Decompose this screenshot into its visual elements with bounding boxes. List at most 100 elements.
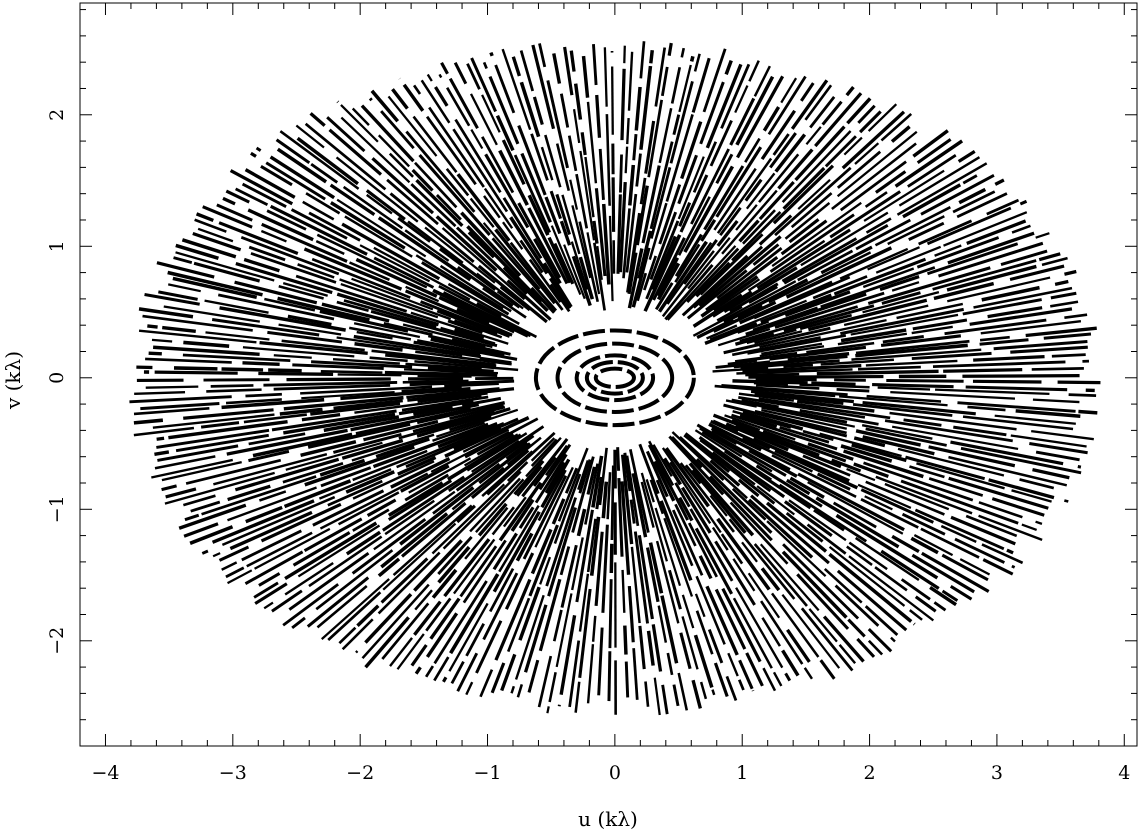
uv-track-segment — [950, 440, 1064, 466]
uv-track-segment — [659, 500, 693, 581]
uv-track-segment — [782, 166, 826, 210]
uv-track-segment — [890, 125, 911, 143]
uv-track-segment — [692, 280, 797, 337]
uv-track-segment — [760, 600, 804, 665]
uv-track-segment — [416, 400, 506, 425]
uv-track-segment — [647, 444, 689, 521]
uv-track-segment — [430, 337, 505, 357]
uv-track-segment — [506, 279, 552, 321]
uv-track-segment — [206, 388, 262, 393]
uv-track-segment — [413, 600, 442, 636]
uv-track-segment — [482, 287, 527, 319]
uv-track-segment — [466, 225, 543, 304]
uv-track-segment — [920, 174, 995, 216]
uv-track-segment — [403, 368, 498, 375]
uv-track-segment — [908, 221, 945, 242]
uv-track-segment — [969, 307, 1073, 326]
uv-track-segment — [352, 508, 390, 532]
uv-track-segment — [742, 209, 776, 245]
uv-track-segment — [246, 531, 313, 568]
uv-track-segment — [865, 359, 958, 367]
uv-track-segment — [884, 482, 950, 511]
uv-track-segment — [960, 446, 1082, 475]
y-tick-label: 0 — [46, 372, 68, 384]
uv-track-segment — [402, 379, 469, 384]
uv-track-segment — [620, 68, 626, 141]
uv-track-segment — [441, 227, 526, 301]
uv-track-segment — [521, 438, 569, 498]
uv-track-segment — [721, 587, 762, 663]
uv-track-segment — [534, 466, 574, 548]
uv-track-segment — [741, 437, 813, 473]
uv-track-segment — [247, 208, 314, 242]
uv-track-segment — [653, 460, 676, 502]
x-tick-label: −2 — [346, 762, 374, 784]
uv-track-segment — [571, 205, 592, 279]
uv-track-segment — [506, 436, 542, 466]
uv-track-segment — [862, 267, 915, 289]
uv-track-segment — [993, 340, 1088, 351]
uv-track-segment — [966, 219, 1027, 246]
uv-track-segment — [728, 518, 796, 600]
uv-track-segment — [255, 146, 262, 152]
uv-track-segment — [889, 411, 1017, 431]
uv-track-segment — [1050, 291, 1077, 300]
uv-track-segment — [506, 461, 529, 482]
uv-track-segment — [1010, 345, 1088, 354]
uv-track-segment — [451, 466, 505, 511]
uv-track-segment — [412, 405, 506, 433]
uv-track-segment — [308, 211, 361, 242]
uv-track-segment — [783, 223, 889, 285]
uv-track-segment — [714, 540, 756, 606]
uv-track-segment — [584, 463, 599, 525]
uv-track-segment — [340, 104, 379, 143]
uv-track-segment — [874, 206, 951, 247]
uv-track-segment — [921, 551, 990, 593]
uv-track-segment — [517, 202, 562, 279]
uv-track-segment — [857, 483, 912, 509]
uv-track-segment — [518, 506, 535, 529]
uv-track-segment — [221, 367, 264, 372]
uv-track-segment — [691, 679, 702, 709]
uv-track-segment — [392, 504, 473, 577]
uv-track-segment — [563, 46, 574, 96]
uv-track-segment — [785, 511, 824, 543]
uv-track-segment — [355, 257, 438, 298]
uv-track-segment — [677, 196, 711, 256]
uv-track-segment — [544, 134, 562, 188]
uv-track-segment — [928, 445, 1016, 468]
uv-track-segment — [532, 96, 544, 125]
uv-track-segment — [420, 300, 511, 338]
uv-track-segment — [420, 79, 451, 124]
uv-track-segment — [586, 466, 596, 495]
uv-track-segment — [629, 499, 636, 524]
uv-track-segment — [129, 395, 232, 404]
uv-track-segment — [591, 615, 597, 642]
uv-track-segment — [645, 478, 655, 503]
uv-track-segment — [563, 244, 586, 300]
uv-track-segment — [896, 302, 964, 320]
uv-track-segment — [414, 589, 433, 611]
uv-track-segment — [538, 43, 547, 68]
uv-track-segment — [161, 460, 242, 482]
uv-track-segment — [519, 81, 541, 138]
uv-track-segment — [777, 148, 814, 190]
uv-track-segment — [327, 591, 382, 641]
uv-track-segment — [642, 255, 658, 291]
uv-track-segment — [505, 441, 529, 460]
uv-track-segment — [301, 391, 395, 400]
uv-track-segment — [667, 569, 682, 610]
uv-track-segment — [201, 549, 209, 555]
uv-track-segment — [880, 549, 940, 590]
uv-track-segment — [377, 216, 472, 282]
uv-track-segment — [771, 592, 820, 658]
x-tick-label: −3 — [219, 762, 247, 784]
uv-track-segment — [552, 53, 562, 84]
uv-track-segment — [828, 546, 906, 607]
uv-track-segment — [946, 264, 1037, 292]
uv-track-segment — [807, 298, 928, 332]
uv-track-segment — [716, 219, 739, 247]
uv-track-segment — [947, 276, 1051, 303]
uv-track-segment — [698, 555, 713, 580]
uv-track-segment — [363, 419, 439, 442]
